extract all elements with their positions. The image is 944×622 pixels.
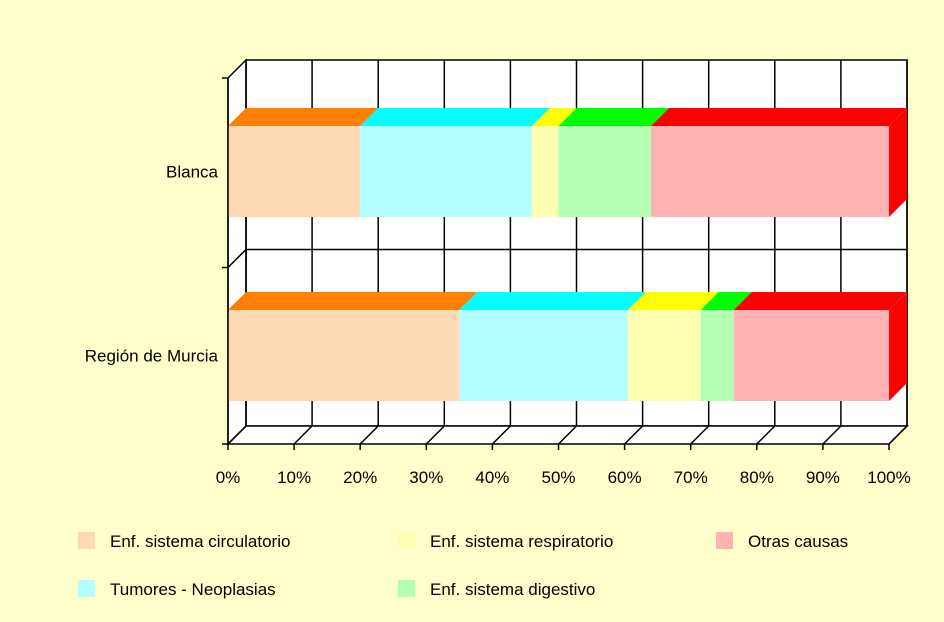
tick-label: 80% [740, 468, 774, 487]
category-label-blanca: Blanca [166, 163, 219, 182]
legend-item-enf-sistema-circulatorio: Enf. sistema circulatorio [78, 532, 290, 551]
bar-blanca-tumores-neoplasias [360, 126, 533, 217]
legend-swatch [398, 532, 415, 549]
bar-region-de-murcia-tumores-neoplasias [459, 310, 628, 401]
legend-swatch [716, 532, 733, 549]
legend-label: Enf. sistema digestivo [430, 580, 595, 599]
category-label-region-de-murcia: Región de Murcia [85, 347, 219, 366]
legend-swatch [78, 580, 95, 597]
legend-item-otras-causas: Otras causas [716, 532, 848, 551]
legend-swatch [398, 580, 415, 597]
bar-blanca-enf-sistema-respiratorio [532, 126, 559, 217]
bar-blanca-enf-sistema-circulatorio-top [228, 108, 379, 126]
floor-gridline [359, 425, 379, 445]
floor-gridline [888, 425, 908, 445]
bar-blanca-enf-sistema-circulatorio [228, 126, 361, 217]
tick-label: 40% [475, 468, 509, 487]
category-labels: Blanca Región de Murcia [85, 163, 219, 366]
tick-label: 60% [608, 468, 642, 487]
bar-blanca-otras-causas-side [889, 108, 907, 217]
bar-blanca-tumores-neoplasias-top [360, 108, 551, 126]
legend: Enf. sistema circulatorio Enf. sistema re… [78, 532, 848, 599]
floor-gridline [425, 425, 445, 445]
bar-region-de-murcia-enf-sistema-circulatorio-top [228, 292, 478, 310]
bar-group-blanca [228, 108, 907, 217]
tick-label: 20% [343, 468, 377, 487]
bar-region-de-murcia-enf-sistema-digestivo [700, 310, 734, 401]
bar-region-de-murcia-otras-causas-top [733, 292, 907, 310]
bar-region-de-murcia-otras-causas-side [889, 292, 907, 401]
bar-blanca-enf-sistema-digestivo-top [558, 108, 670, 126]
side-gridline [227, 248, 247, 269]
bar-blanca-otras-causas-top [651, 108, 907, 126]
tick-label: 50% [541, 468, 575, 487]
legend-swatch [78, 532, 95, 549]
legend-item-enf-sistema-digestivo: Enf. sistema digestivo [398, 580, 595, 599]
floor-gridline [822, 425, 842, 445]
tick-label: 90% [806, 468, 840, 487]
legend-label: Tumores - Neoplasias [110, 580, 276, 599]
tick-label: 10% [277, 468, 311, 487]
bar-region-de-murcia-otras-causas [733, 310, 889, 401]
floor-gridline [557, 425, 578, 445]
bar-region-de-murcia-tumores-neoplasias-top [459, 292, 646, 310]
bar-blanca-enf-sistema-digestivo [558, 126, 652, 217]
floor-gridline [690, 425, 710, 445]
legend-item-enf-sistema-respiratorio: Enf. sistema respiratorio [398, 532, 613, 551]
tick-label: 0% [216, 468, 241, 487]
floor-gridline [491, 425, 511, 445]
bar-blanca-enf-sistema-respiratorio-top [532, 108, 577, 126]
tick-label: 70% [674, 468, 708, 487]
floor-gridline [227, 425, 247, 445]
axes [222, 77, 890, 450]
bar-region-de-murcia-enf-sistema-digestivo-top [700, 292, 752, 310]
legend-item-tumores-neoplasias: Tumores - Neoplasias [78, 580, 276, 599]
floor-gridline [624, 425, 644, 445]
tick-labels: 0% 10% 20% 30% 40% 50% 60% 70% 80% 90% 100% [216, 468, 911, 487]
bar-region-de-murcia-enf-sistema-circulatorio [228, 310, 460, 401]
tick-label: 30% [409, 468, 443, 487]
bar-blanca-otras-causas [651, 126, 889, 217]
legend-label: Enf. sistema circulatorio [110, 532, 290, 551]
tick-label: 100% [867, 468, 910, 487]
floor-gridline [756, 425, 776, 445]
legend-label: Otras causas [748, 532, 848, 551]
bar-group-region-de-murcia [228, 292, 907, 401]
bars [228, 108, 907, 401]
legend-label: Enf. sistema respiratorio [430, 532, 613, 551]
bar-region-de-murcia-enf-sistema-respiratorio [627, 310, 701, 401]
floor-gridline [293, 425, 313, 445]
bar-region-de-murcia-enf-sistema-respiratorio-top [627, 292, 719, 310]
